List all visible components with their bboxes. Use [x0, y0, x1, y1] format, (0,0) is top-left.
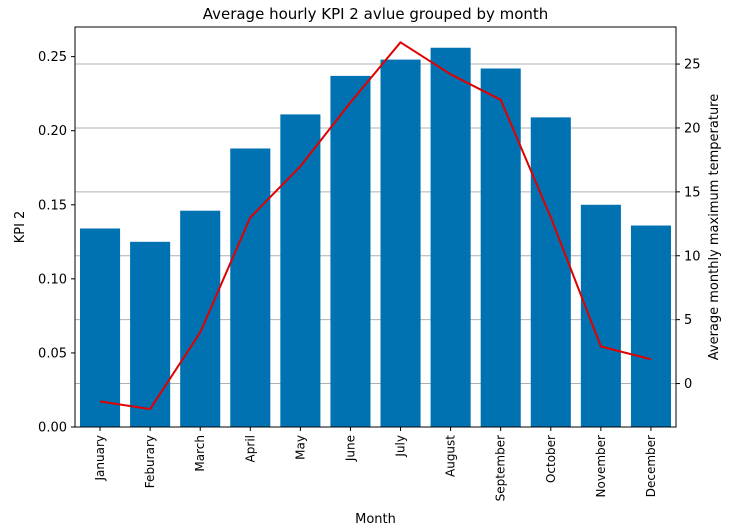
bar: [180, 210, 221, 427]
y2-tick-label: 15: [684, 185, 701, 200]
y-tick-label: 0.25: [38, 50, 67, 65]
x-tick-label: October: [544, 435, 558, 483]
x-tick-label: March: [193, 435, 207, 472]
x-tick-label: July: [394, 435, 408, 458]
bar: [480, 68, 521, 428]
bar: [430, 47, 471, 427]
bar: [380, 59, 421, 428]
bar: [530, 117, 571, 428]
y-axis-label-left: KPI 2: [13, 211, 28, 244]
y-tick-label: 0.20: [38, 124, 67, 139]
bar: [230, 148, 271, 427]
y2-tick-label: 10: [684, 249, 701, 264]
x-tick-label: May: [293, 435, 307, 460]
y-axis-label-right: Average monthly maximum temperature: [707, 94, 722, 361]
bar: [80, 228, 121, 427]
temperature-line: [99, 41, 652, 411]
bar: [280, 114, 321, 427]
x-tick-label: Feburary: [143, 435, 157, 488]
y-tick-label: 0.10: [38, 272, 67, 287]
x-tick-label: November: [594, 435, 608, 497]
grid-lines: [75, 63, 676, 385]
x-tick-label: August: [444, 435, 458, 477]
bar: [630, 225, 671, 427]
y-tick-label: 0.00: [38, 421, 67, 436]
y2-tick-label: 5: [684, 313, 692, 328]
x-tick-label: June: [343, 435, 357, 462]
y-axis-left: 0.00 0.05 0.10 0.15 0.20 0.25: [38, 50, 75, 436]
y2-tick-label: 20: [684, 121, 701, 136]
bar-series: [80, 47, 671, 428]
bar: [580, 204, 621, 427]
bar: [330, 75, 371, 427]
bar: [130, 241, 171, 427]
y-tick-label: 0.05: [38, 346, 67, 361]
x-tick-label: April: [243, 435, 257, 462]
temperature-line-series: [99, 41, 652, 411]
x-axis: January Feburary March April May June July Augu…: [93, 427, 658, 501]
plot-frame: [74, 26, 677, 428]
x-tick-label: January: [93, 435, 107, 482]
y-axis-right: 0 5 10 15 20 25: [676, 58, 701, 392]
y2-tick-label: 0: [684, 377, 692, 392]
y-tick-label: 0.15: [38, 198, 67, 213]
x-tick-label: September: [494, 435, 508, 501]
x-axis-label: Month: [355, 512, 396, 527]
y2-tick-label: 25: [684, 58, 701, 73]
chart-title: Average hourly KPI 2 avlue grouped by mo…: [203, 5, 549, 23]
x-tick-label: December: [644, 435, 658, 497]
